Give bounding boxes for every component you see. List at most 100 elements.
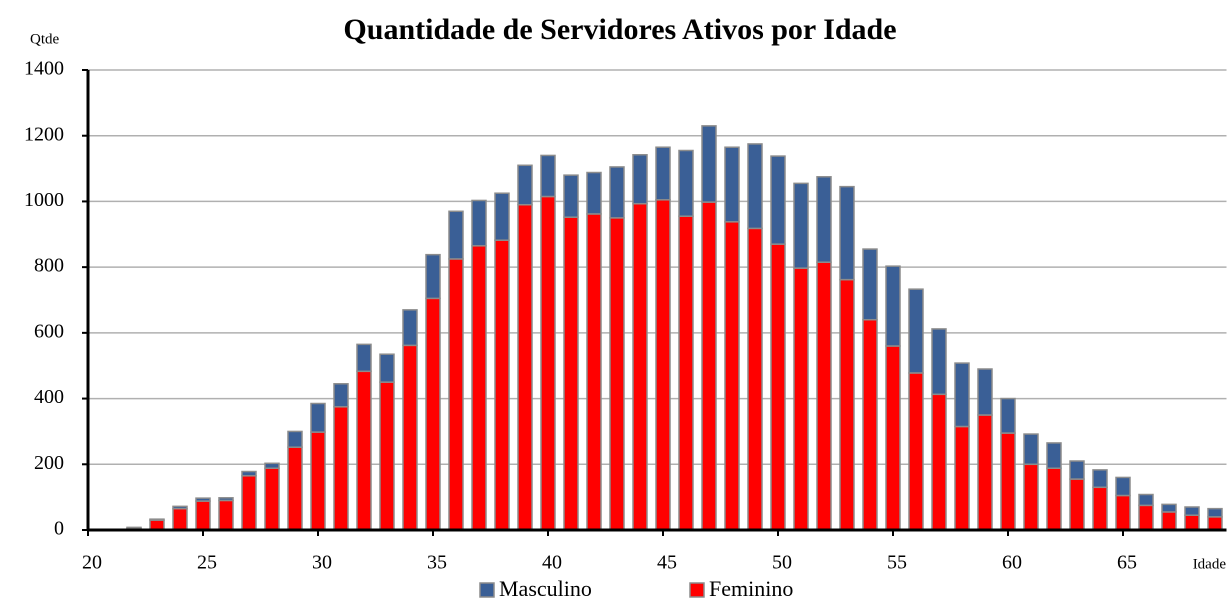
bar-segment <box>356 370 372 531</box>
bar-segment <box>632 154 648 205</box>
bar-segment <box>1115 476 1131 497</box>
chart-title: Quantidade de Servidores Ativos por Idad… <box>343 13 896 46</box>
legend-swatch <box>689 582 705 598</box>
bar-segment <box>908 288 924 374</box>
x-tick-label: 60 <box>1002 552 1022 574</box>
bar-segment <box>218 499 234 531</box>
bar-segment <box>724 146 740 223</box>
bar-segment <box>402 309 418 347</box>
y-tick-label: 200 <box>34 452 64 474</box>
bar-segment <box>632 202 648 531</box>
bar-segment <box>540 195 556 531</box>
bar-segment <box>1184 506 1200 516</box>
bar-segment <box>1000 432 1016 531</box>
x-tick-label: 50 <box>772 552 792 574</box>
bar-segment <box>333 383 349 408</box>
bar-segment <box>747 227 763 531</box>
y-tick-label: 1000 <box>24 189 64 211</box>
y-tick-label: 1200 <box>24 123 64 145</box>
x-tick-label: 25 <box>197 552 217 574</box>
bar-segment <box>1069 460 1085 480</box>
bar-segment <box>816 261 832 531</box>
bar-segment <box>793 267 809 531</box>
bar-segment <box>1138 493 1154 507</box>
bar-segment <box>195 497 211 502</box>
bar-segment <box>862 248 878 321</box>
x-tick-label: 40 <box>542 552 562 574</box>
bar-segment <box>425 253 441 300</box>
bar-segment <box>931 328 947 396</box>
y-tick-label: 600 <box>34 320 64 342</box>
bar-segment <box>448 258 464 531</box>
x-axis-label: Idade <box>1193 556 1227 572</box>
y-tick-label: 400 <box>34 386 64 408</box>
bar-segment <box>862 318 878 531</box>
bar-segment <box>264 462 280 469</box>
bar-segment <box>954 425 970 531</box>
bar-segment <box>517 164 533 206</box>
bar-segment <box>1207 516 1223 531</box>
bar-segment <box>149 518 165 521</box>
bar-segment <box>540 154 556 198</box>
bar-segment <box>770 243 786 531</box>
bar-segment <box>770 155 786 245</box>
bar-segment <box>586 171 602 215</box>
bar-segment <box>241 475 257 531</box>
x-tick-label: 45 <box>657 552 677 574</box>
bar-segment <box>793 182 809 269</box>
bar-segment <box>747 143 763 230</box>
bar-segment <box>264 467 280 531</box>
bar-segment <box>1161 503 1177 513</box>
bar-segment <box>1161 511 1177 531</box>
bar-segment <box>655 146 671 201</box>
bar-segment <box>1115 494 1131 531</box>
bar-segment <box>471 199 487 247</box>
bar-segment <box>218 497 234 502</box>
bar-segment <box>1069 478 1085 531</box>
bar-segment <box>586 213 602 531</box>
bar-segment <box>287 430 303 448</box>
legend-swatch <box>479 582 495 598</box>
bar-segment <box>977 414 993 531</box>
bar-segment <box>241 470 257 477</box>
bar-segment <box>126 526 142 530</box>
bar-segment <box>1207 507 1223 518</box>
bar-segment <box>356 343 372 373</box>
bar-segment <box>655 199 671 531</box>
bar-segment <box>1092 469 1108 489</box>
y-tick-label: 800 <box>34 255 64 277</box>
x-tick-label: 30 <box>312 552 332 574</box>
bar-segment <box>402 344 418 531</box>
bar-segment <box>954 362 970 428</box>
y-tick-label: 1400 <box>24 58 64 80</box>
bar-segment <box>471 245 487 531</box>
bar-segment <box>195 500 211 531</box>
bar-segment <box>517 203 533 531</box>
bar-segment <box>494 192 510 241</box>
bar-segment <box>678 215 694 531</box>
bar-segment <box>563 174 579 218</box>
x-tick-label: 55 <box>887 552 907 574</box>
bar-segment <box>908 372 924 531</box>
bar-segment <box>310 431 326 531</box>
bar-segment <box>839 278 855 531</box>
bar-segment <box>172 507 188 531</box>
x-tick-label: 65 <box>1117 552 1137 574</box>
bar-segment <box>609 166 625 219</box>
bar-segment <box>287 446 303 531</box>
bar-segment <box>1023 463 1039 531</box>
bar-segment <box>1184 514 1200 531</box>
bar-segment <box>379 381 395 531</box>
bar-segment <box>885 265 901 347</box>
bar-segment <box>1092 486 1108 531</box>
bar-segment <box>816 176 832 263</box>
bar-segment <box>1023 433 1039 466</box>
bar-segment <box>724 221 740 531</box>
bar-segment <box>1000 397 1016 434</box>
bar-segment <box>563 216 579 531</box>
bar-segment <box>609 217 625 531</box>
y-tick-label: 0 <box>54 518 64 540</box>
legend-label: Feminino <box>709 576 793 601</box>
